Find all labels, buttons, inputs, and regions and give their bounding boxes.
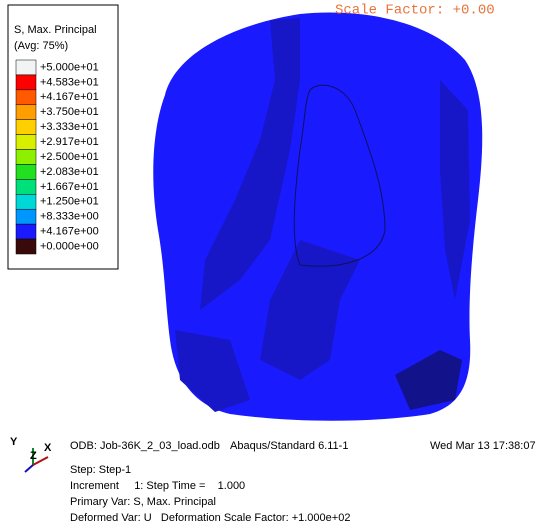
legend-label: +3.333e+01 — [40, 121, 99, 133]
legend-swatch — [15, 223, 37, 240]
legend-swatch — [15, 238, 37, 255]
legend-items: +5.000e+01 +4.583e+01 +4.167e+01 +3.750e+01… — [15, 59, 99, 255]
legend-label: +4.583e+01 — [40, 76, 99, 88]
legend-swatch — [15, 119, 37, 135]
outline-contour — [293, 84, 386, 267]
legend-swatch — [15, 164, 37, 180]
legend-swatch — [15, 179, 37, 195]
legend-label: +4.167e+01 — [40, 91, 99, 103]
legend-label: +2.083e+01 — [40, 166, 99, 178]
scale-factor: Scale Factor: +0.00 — [335, 3, 495, 19]
legend-label: +1.250e+01 — [40, 196, 99, 208]
legend-swatch — [15, 104, 37, 120]
legend-label: +5.000e+01 — [40, 61, 99, 73]
info-odb: ODB: Job-36K_2_03_load.odb — [70, 440, 220, 452]
info-solver: Abaqus/Standard 6.11-1 — [230, 440, 348, 452]
legend-label: +4.167e+00 — [40, 226, 99, 238]
dark-region — [395, 350, 462, 410]
legend-swatch — [15, 194, 37, 210]
legend-swatch — [15, 149, 37, 165]
legend-swatch — [15, 134, 37, 150]
legend-label: +0.000e+00 — [40, 240, 99, 252]
legend-swatch — [15, 59, 37, 76]
info-increment: Increment 1: Step Time = 1.000 — [70, 480, 245, 492]
legend-label: +3.750e+01 — [40, 106, 99, 118]
legend-subtitle: (Avg: 75%) — [14, 40, 68, 52]
dark-region — [440, 80, 470, 300]
legend-label: +2.500e+01 — [40, 151, 99, 163]
legend-swatch — [15, 89, 37, 106]
legend-swatch — [15, 208, 37, 225]
model-body — [153, 12, 483, 421]
info-deformed: Deformed Var: U Deformation Scale Factor… — [70, 512, 350, 524]
triad-z-axis — [24, 464, 34, 473]
info-date: Wed Mar 13 17:38:07 — [430, 440, 536, 452]
legend-title: S, Max. Principal — [14, 24, 97, 36]
legend-label: +2.917e+01 — [40, 136, 99, 148]
triad-z-label: Z — [30, 450, 37, 462]
dark-region — [175, 330, 250, 412]
legend-label: +1.667e+01 — [40, 181, 99, 193]
info-primary: Primary Var: S, Max. Principal — [70, 496, 216, 508]
triad-y-label: Y — [10, 436, 18, 448]
triad-x-axis — [32, 456, 49, 466]
legend-swatch — [15, 74, 37, 91]
triad-x-label: X — [44, 442, 52, 454]
dark-region — [200, 18, 300, 310]
info-step: Step: Step-1 — [70, 464, 131, 476]
dark-region — [260, 240, 360, 380]
legend-label: +8.333e+00 — [40, 211, 99, 223]
